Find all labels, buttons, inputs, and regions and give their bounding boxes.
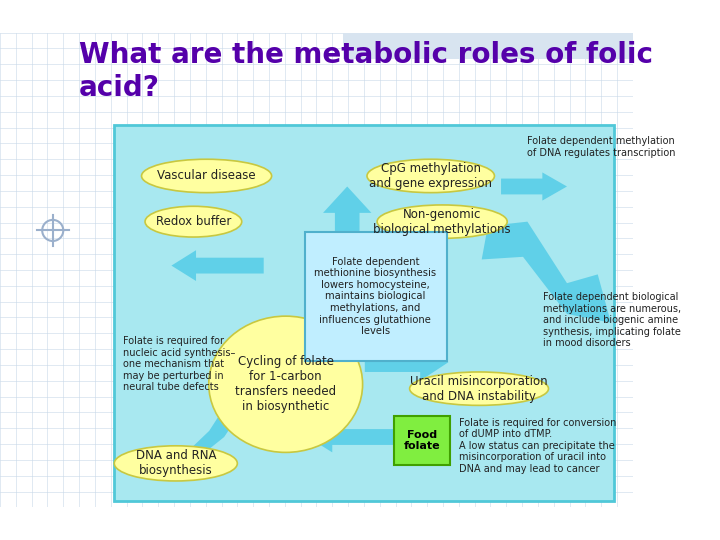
Ellipse shape — [114, 446, 238, 481]
Text: DNA and RNA
biosynthesis: DNA and RNA biosynthesis — [135, 449, 216, 477]
Text: Folate dependent methylation
of DNA regulates transcription: Folate dependent methylation of DNA regu… — [528, 137, 676, 158]
Text: Food
folate: Food folate — [404, 430, 440, 451]
Text: CpG methylation
and gene expression: CpG methylation and gene expression — [369, 162, 492, 190]
Text: Vascular disease: Vascular disease — [157, 170, 256, 183]
Polygon shape — [482, 221, 611, 323]
Text: Folate dependent biological
methylations are numerous,
and include biogenic amin: Folate dependent biological methylations… — [543, 292, 681, 348]
Text: Cycling of folate
for 1-carbon
transfers needed
in biosynthetic: Cycling of folate for 1-carbon transfers… — [235, 355, 336, 413]
Ellipse shape — [377, 205, 507, 238]
Polygon shape — [171, 250, 264, 281]
Polygon shape — [365, 344, 449, 381]
Text: Redox buffer: Redox buffer — [156, 215, 231, 228]
Text: Non-genomic
biological methylations: Non-genomic biological methylations — [374, 208, 511, 235]
Text: Folate is required for conversion
of dUMP into dTMP.
A low status can precipitat: Folate is required for conversion of dUM… — [459, 417, 616, 474]
Ellipse shape — [367, 159, 495, 193]
Polygon shape — [501, 172, 567, 200]
Ellipse shape — [142, 159, 271, 193]
Polygon shape — [184, 403, 242, 463]
Text: Folate dependent
methionine biosynthesis
lowers homocysteine,
maintains biologic: Folate dependent methionine biosynthesis… — [315, 256, 436, 336]
Ellipse shape — [145, 206, 242, 237]
Ellipse shape — [410, 372, 549, 406]
Text: Folate is required for
nucleic acid synthesis–
one mechanism that
may be perturb: Folate is required for nucleic acid synt… — [123, 336, 235, 393]
Ellipse shape — [209, 316, 363, 453]
FancyBboxPatch shape — [114, 125, 613, 501]
FancyBboxPatch shape — [305, 232, 446, 361]
FancyBboxPatch shape — [343, 32, 633, 59]
Polygon shape — [323, 186, 372, 314]
Polygon shape — [307, 422, 409, 453]
FancyBboxPatch shape — [394, 416, 450, 465]
Text: What are the metabolic roles of folic
acid?: What are the metabolic roles of folic ac… — [79, 42, 653, 102]
Text: Uracil misincorporation
and DNA instability: Uracil misincorporation and DNA instabil… — [410, 375, 548, 403]
